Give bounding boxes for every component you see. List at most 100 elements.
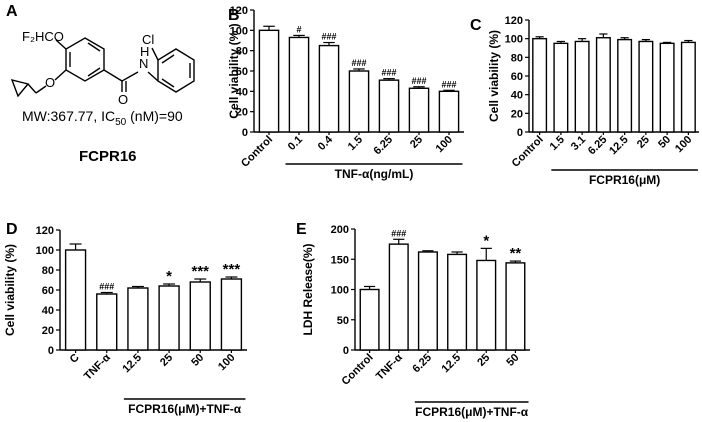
y-tick-label: 100 [505, 34, 523, 46]
group-label: FCPR16(μM) [589, 173, 660, 187]
panel-label: B [228, 7, 240, 24]
x-category-label: 25 [408, 134, 425, 151]
y-tick-label: 40 [511, 90, 523, 102]
x-category-label: 1.5 [548, 134, 567, 153]
x-category-label: TNF-α [374, 351, 405, 382]
significance-mark: # [296, 24, 301, 34]
group-label: FCPR16(μM)+TNF-α [128, 402, 242, 416]
bar [553, 42, 569, 133]
ring-double-bond [161, 54, 175, 64]
molecular-weight-text: MW:367.77, IC50 (nM)=90 [22, 108, 183, 128]
y-tick-label: 0 [242, 127, 248, 139]
carbonyl-bond [103, 69, 123, 82]
bar [288, 36, 310, 133]
x-category-label: 12.5 [120, 352, 144, 376]
bar [408, 87, 430, 133]
chart-panel-e: E 0 50 100 150 200 LDH Release(%) Control ### TNF… [296, 221, 530, 419]
x-category-label: 25 [158, 352, 175, 369]
y-tick-label: 20 [42, 325, 54, 337]
y-tick-label: 0 [48, 345, 54, 357]
y-tick-label: 60 [236, 66, 248, 78]
ring-double-bond [87, 67, 101, 77]
y-tick-label: 50 [337, 315, 349, 327]
bar [659, 42, 675, 133]
y-tick-label: 120 [505, 15, 523, 27]
y-axis-label: Cell viability (%) [487, 30, 501, 122]
panel-label: E [296, 221, 307, 238]
ring-double-bond [87, 42, 101, 52]
significance-mark: ### [381, 68, 396, 78]
bar [64, 249, 87, 351]
x-category-label: C [68, 352, 82, 366]
x-category-label: 50 [504, 352, 521, 369]
chart-panel-d: D 0 20 40 60 80 100 120 Cell viability (%) C ### TN… [3, 221, 247, 416]
significance-mark: ### [351, 58, 366, 68]
x-category-label: Control [510, 134, 546, 170]
bar [388, 243, 409, 351]
bar [96, 293, 118, 351]
bar [158, 285, 180, 351]
y-axis-label: Cell viability (% ) [227, 23, 241, 118]
y-tick-label: 120 [36, 225, 54, 237]
carbonyl-oxygen-label: O [118, 92, 128, 107]
x-category-label: 6.25 [586, 134, 610, 158]
significance-mark: ** [510, 245, 522, 262]
y-tick-label: 0 [343, 345, 349, 357]
chemical-structure [10, 37, 195, 98]
amide-hydrogen-label: H [140, 44, 149, 59]
bar [447, 253, 468, 351]
bar [258, 29, 280, 133]
bar [680, 41, 696, 133]
y-tick-label: 60 [511, 71, 523, 83]
y-tick-label: 40 [42, 305, 54, 317]
bar [417, 251, 438, 351]
x-category-label: 6.25 [371, 134, 395, 158]
y-tick-label: 80 [511, 52, 523, 64]
compound-name: FCPR16 [79, 148, 137, 165]
y-tick-label: 200 [331, 224, 349, 236]
difluoromethoxy-label: F₂HCO [22, 29, 64, 44]
significance-mark: *** [223, 261, 241, 278]
y-tick-label: 100 [36, 245, 54, 257]
bar [532, 37, 548, 133]
panel-a-label: A [6, 3, 18, 20]
amide-nitrogen-label: N [139, 56, 148, 71]
y-tick-label: 80 [42, 265, 54, 277]
bar [189, 281, 211, 351]
x-category-label: 25 [635, 134, 652, 151]
bar [438, 90, 460, 133]
x-category-label: TNF-α [82, 351, 113, 382]
y-tick-label: 40 [236, 86, 248, 98]
group-label: FCPR16(μM)+TNF-α [415, 405, 529, 419]
bar [348, 70, 370, 133]
bar [359, 288, 380, 351]
x-category-label: 100 [434, 134, 455, 155]
significance-mark: ### [391, 228, 406, 238]
bar [476, 259, 497, 351]
significance-mark: ### [99, 282, 114, 292]
significance-mark: * [483, 232, 489, 249]
chloro-bond [151, 47, 159, 61]
panel-label: C [470, 17, 482, 34]
x-category-label: 25 [475, 352, 492, 369]
y-tick-label: 20 [511, 108, 523, 120]
bar [574, 40, 590, 133]
x-category-label: Control [239, 134, 275, 170]
y-tick-label: 120 [230, 5, 248, 17]
bar [638, 40, 654, 133]
significance-mark: ### [321, 32, 336, 42]
bar [617, 38, 633, 133]
x-category-label: 50 [189, 352, 206, 369]
bar [505, 262, 526, 351]
x-category-label: 12.5 [440, 352, 464, 376]
ether-bond [55, 39, 67, 50]
bar [378, 79, 400, 133]
y-tick-label: 20 [236, 107, 248, 119]
significance-mark: *** [191, 263, 209, 280]
x-category-label: 12.5 [607, 134, 631, 158]
chlorine-label: Cl [142, 32, 154, 47]
benzene-ring-left [65, 37, 105, 82]
chart-panel-b: B 0 20 40 60 80 100 120 Cell viability (% ) Contr… [227, 5, 464, 181]
bar [127, 287, 149, 351]
